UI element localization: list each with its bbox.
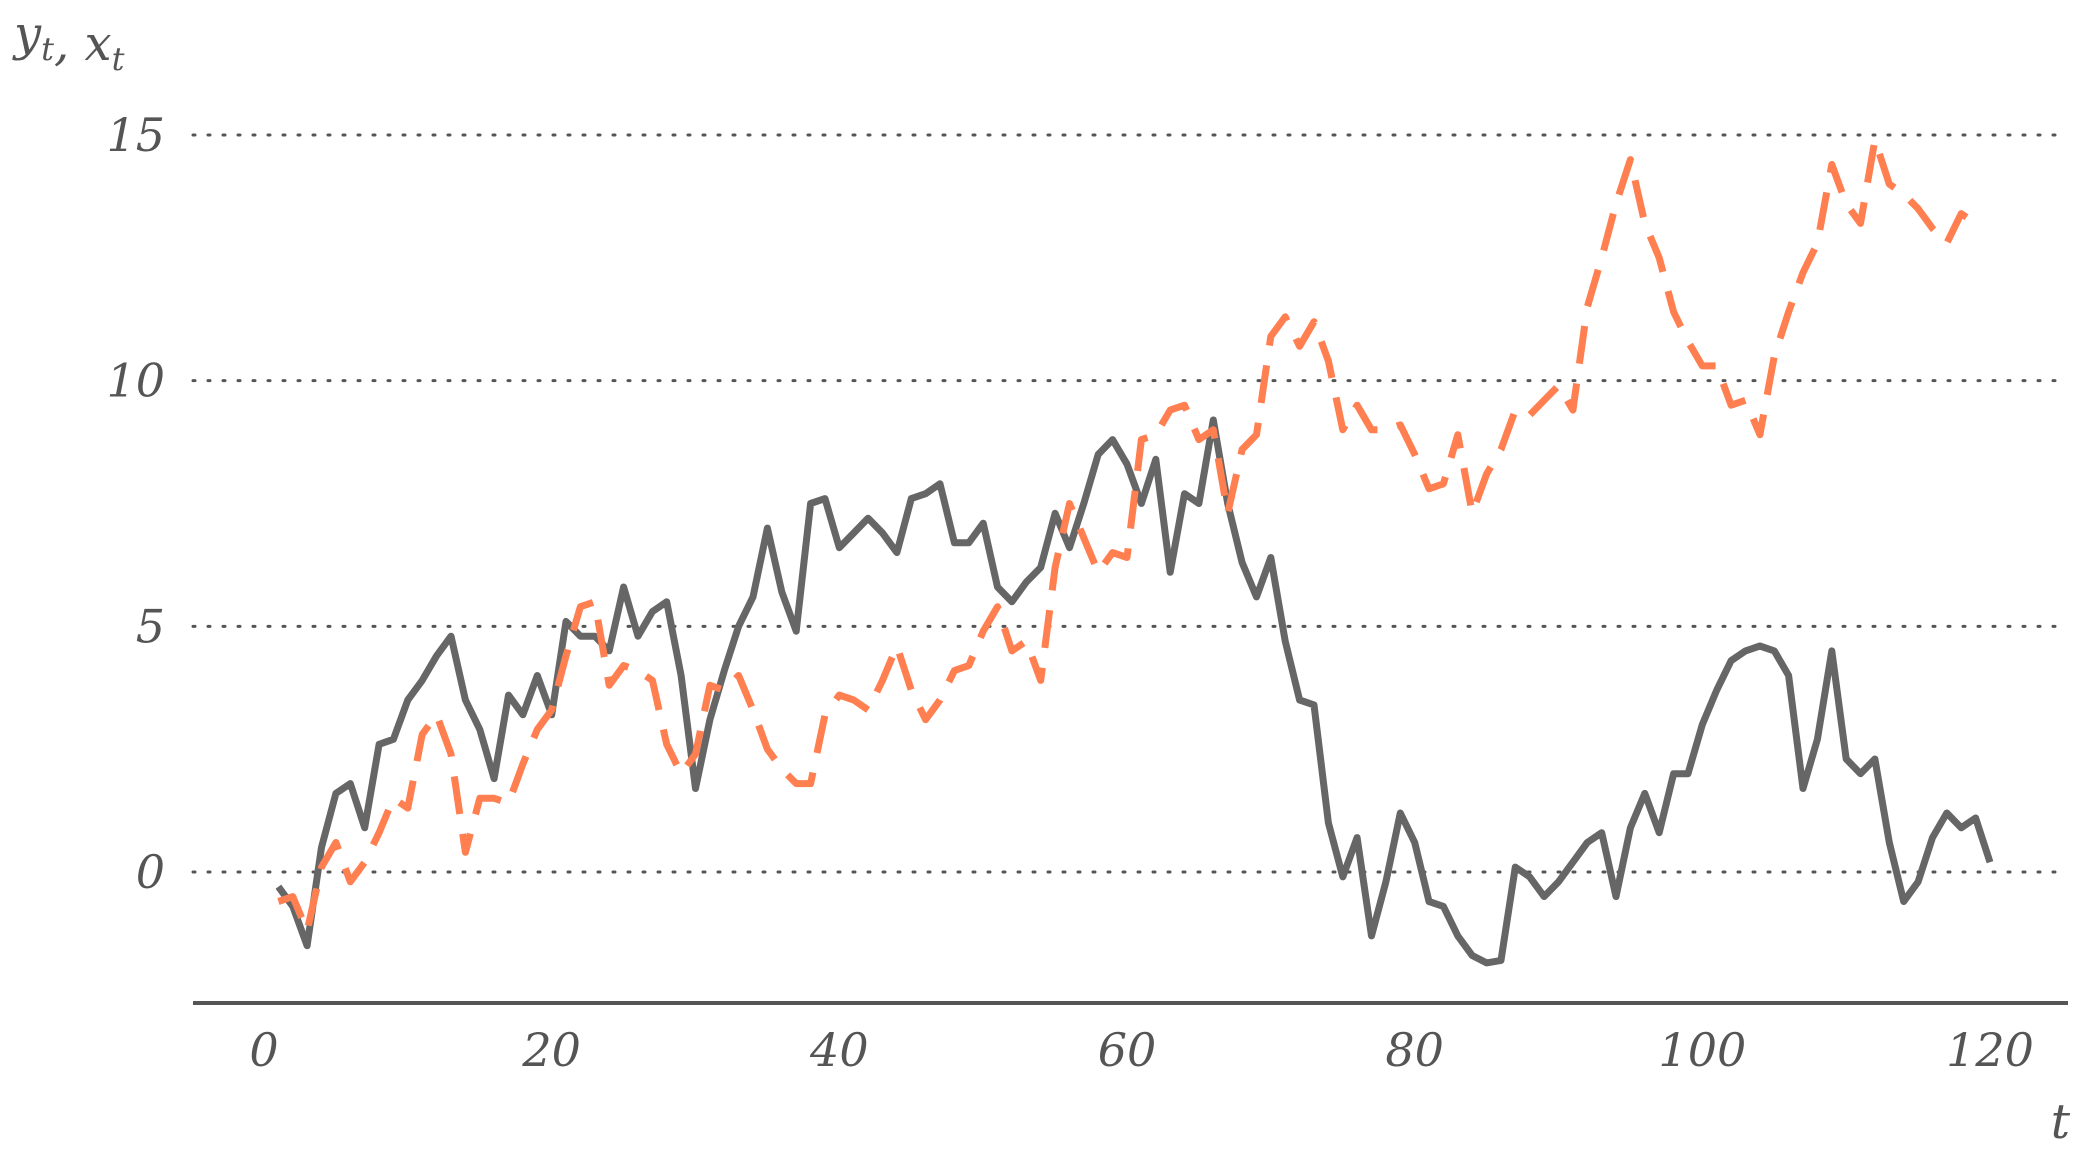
x-tick-label: 60 — [1098, 1023, 1157, 1077]
x-tick-label: 40 — [809, 1023, 869, 1077]
y-tick-label: 15 — [106, 108, 165, 162]
x-tick-label: 100 — [1658, 1023, 1746, 1077]
x-tick-label: 20 — [521, 1023, 581, 1077]
series-line-1 — [275, 416, 1994, 967]
y-tick-label: 10 — [106, 354, 165, 408]
x-tick-labels: 0 20 40 60 80 100 120 — [249, 1023, 2034, 1077]
y-tick-label: 0 — [136, 845, 165, 899]
y-tick-label: 5 — [136, 599, 165, 653]
series-line-2 — [277, 136, 1978, 935]
x-tick-label: 0 — [249, 1023, 278, 1077]
x-tick-label: 80 — [1385, 1023, 1444, 1077]
y-tick-labels: 0 5 10 15 — [106, 108, 165, 899]
y-axis-title: yt, xt — [12, 6, 125, 78]
series-lines — [275, 136, 1994, 967]
x-axis-title: t — [2051, 1094, 2071, 1150]
x-tick-label: 120 — [1946, 1023, 2034, 1077]
gridlines — [191, 133, 2070, 874]
